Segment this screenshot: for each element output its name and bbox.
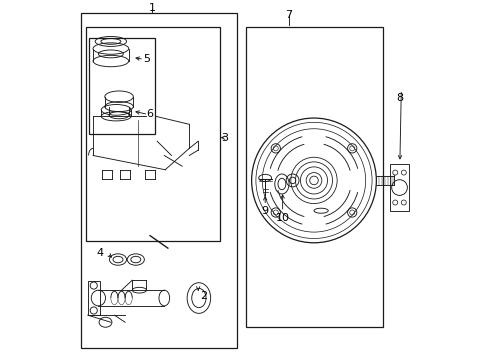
Text: 2: 2 xyxy=(200,291,206,301)
Text: 10: 10 xyxy=(275,213,289,223)
Text: 3: 3 xyxy=(221,132,228,143)
Text: 9: 9 xyxy=(261,206,268,216)
Bar xyxy=(81,13,237,348)
Bar xyxy=(89,38,155,134)
Bar xyxy=(246,27,383,327)
Text: 7: 7 xyxy=(285,10,292,20)
Text: 4: 4 xyxy=(97,248,103,258)
Bar xyxy=(389,165,408,211)
Bar xyxy=(86,27,219,241)
Text: 6: 6 xyxy=(146,109,153,120)
Text: 1: 1 xyxy=(148,3,155,13)
Bar xyxy=(87,281,100,315)
Text: 8: 8 xyxy=(396,94,403,103)
Text: 5: 5 xyxy=(142,54,150,64)
